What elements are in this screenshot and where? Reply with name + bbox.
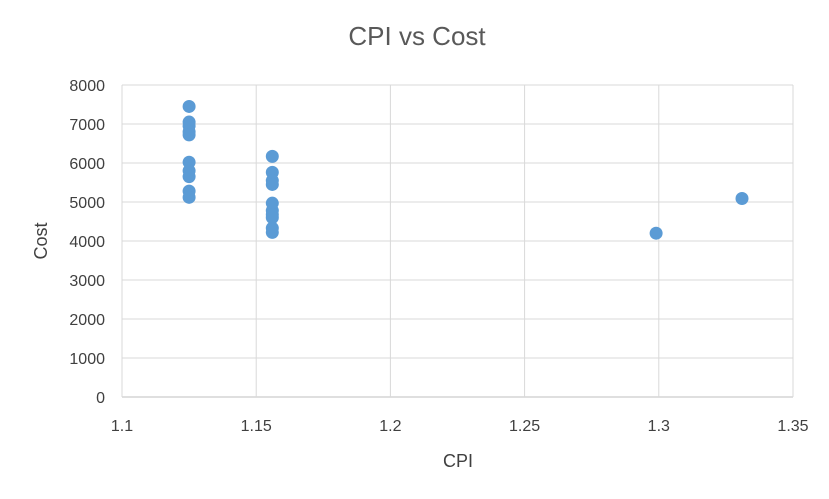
data-point	[265, 177, 279, 191]
chart-title: CPI vs Cost	[348, 21, 486, 51]
y-axis-title: Cost	[31, 222, 51, 259]
y-tick-label: 1000	[69, 351, 105, 368]
y-tick-label: 6000	[69, 156, 105, 173]
x-tick-label: 1.15	[241, 418, 272, 435]
data-point	[265, 211, 279, 225]
y-tick-label: 0	[96, 390, 105, 407]
y-tick-label: 8000	[69, 78, 105, 95]
data-point	[649, 226, 663, 240]
data-point	[182, 99, 196, 113]
y-tick-label: 2000	[69, 312, 105, 329]
y-tick-label: 4000	[69, 234, 105, 251]
y-tick-label: 5000	[69, 195, 105, 212]
data-points	[182, 99, 749, 240]
data-point	[182, 170, 196, 184]
y-tick-label: 3000	[69, 273, 105, 290]
data-point	[265, 225, 279, 239]
y-axis-ticks: 0 1000 2000 3000 4000 5000 6000 7000 8000	[69, 78, 105, 407]
x-tick-label: 1.35	[777, 418, 808, 435]
data-point	[182, 190, 196, 204]
x-axis-title: CPI	[443, 451, 473, 471]
x-tick-label: 1.1	[111, 418, 133, 435]
x-tick-label: 1.3	[648, 418, 670, 435]
data-point	[735, 191, 749, 205]
data-point	[182, 128, 196, 142]
gridlines	[121, 84, 794, 398]
data-point	[265, 149, 279, 163]
y-tick-label: 7000	[69, 117, 105, 134]
x-tick-label: 1.25	[509, 418, 540, 435]
x-tick-label: 1.2	[379, 418, 401, 435]
x-axis-ticks: 1.1 1.15 1.2 1.25 1.3 1.35	[111, 418, 809, 435]
